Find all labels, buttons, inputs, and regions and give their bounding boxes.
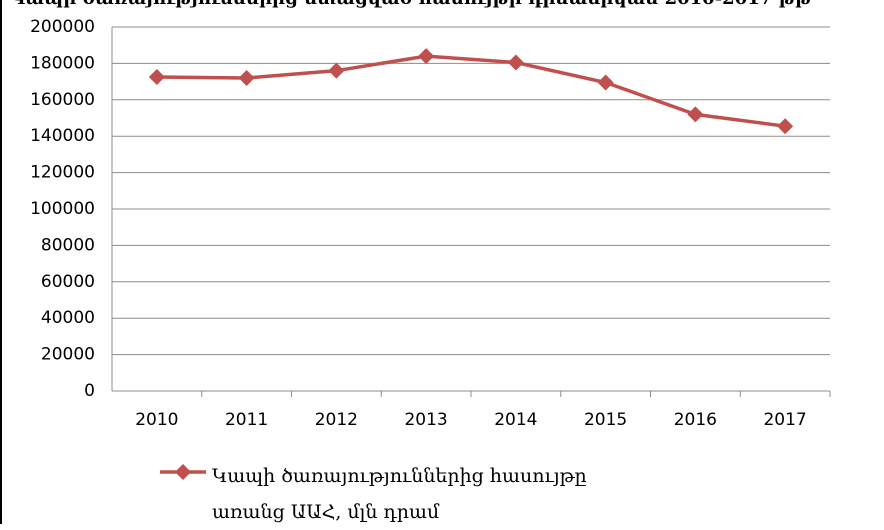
series-line — [156, 54, 786, 128]
marker — [148, 69, 165, 86]
x-tick-label: 2014 — [494, 410, 537, 430]
y-tick-label: 40000 — [41, 308, 95, 328]
marker — [507, 54, 524, 71]
x-tick-label: 2016 — [674, 410, 717, 430]
marker — [777, 118, 794, 135]
y-tick-label: 0 — [84, 381, 95, 401]
y-tick-label: 180000 — [30, 53, 95, 73]
x-tick-label: 2011 — [225, 410, 268, 430]
chart-title: Կապի ծառայություններից ստացված հասույթի … — [10, 0, 812, 9]
y-tick-label: 120000 — [30, 163, 95, 183]
y-tick-label: 60000 — [41, 272, 95, 292]
marker — [687, 106, 704, 123]
legend-marker — [175, 464, 191, 480]
marker — [418, 48, 435, 65]
x-tick-label: 2017 — [763, 410, 806, 430]
y-tick-label: 160000 — [30, 90, 95, 110]
y-tick-label: 20000 — [41, 345, 95, 365]
marker — [328, 62, 345, 79]
legend-label: Կապի ծառայություններից հասույթը առանց ԱԱ… — [212, 465, 587, 523]
y-tick-label: 200000 — [30, 17, 95, 37]
y-tick-label: 100000 — [30, 199, 95, 219]
y-tick-label: 80000 — [41, 235, 95, 255]
marker — [597, 74, 614, 91]
marker — [238, 69, 255, 86]
x-tick-label: 2013 — [404, 410, 447, 430]
x-tick-label: 2010 — [135, 410, 178, 430]
y-tick-label: 140000 — [30, 126, 95, 146]
x-tick-label: 2015 — [584, 410, 627, 430]
x-tick-label: 2012 — [315, 410, 358, 430]
